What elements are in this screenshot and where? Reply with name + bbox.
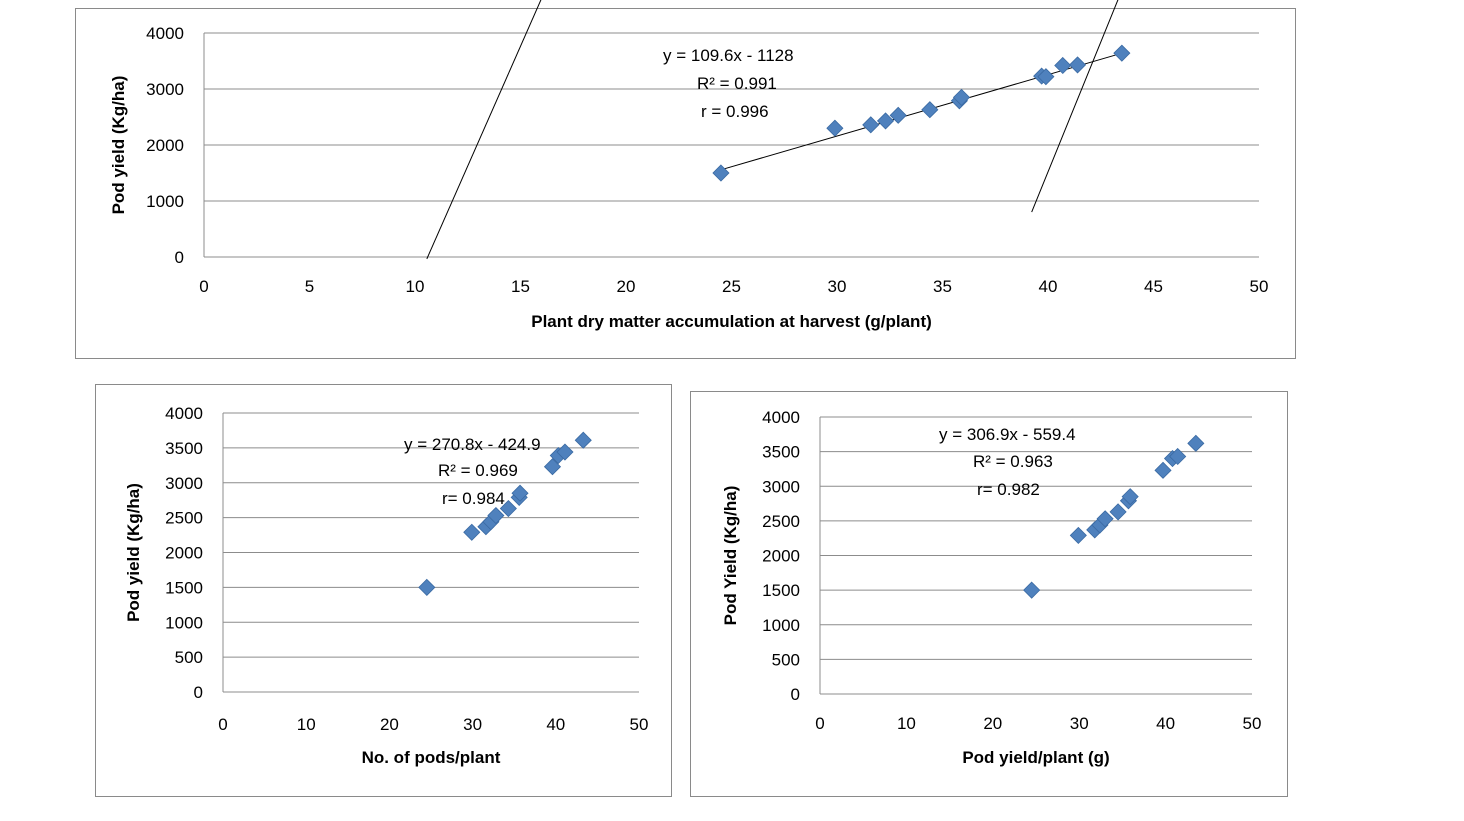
x-tick-label: 0 <box>199 277 208 296</box>
x-tick-label: 35 <box>933 277 952 296</box>
regression-annotation: y = 109.6x - 1128 <box>663 46 794 65</box>
x-tick-label: 20 <box>983 714 1002 733</box>
y-tick-label: 3500 <box>165 439 203 458</box>
regression-annotation: R² = 0.969 <box>438 461 518 480</box>
x-tick-label: 40 <box>546 715 565 734</box>
regression-annotation: R² = 0.991 <box>697 74 777 93</box>
y-tick-label: 3500 <box>762 443 800 462</box>
data-point <box>418 578 436 596</box>
x-tick-label: 25 <box>722 277 741 296</box>
regression-annotation: y = 306.9x - 559.4 <box>939 425 1076 444</box>
y-axis-title: Pod yield (Kg/ha) <box>109 76 128 215</box>
data-point <box>511 484 529 502</box>
data-point <box>1037 68 1055 86</box>
data-point <box>862 116 880 134</box>
chart-panel-pod-yield: 0 500 1000 1500 2000 2500 3000 3500 4000 0 10 20 30 4… <box>690 0 1288 797</box>
data-point <box>574 431 592 449</box>
y-tick-label: 2500 <box>165 509 203 528</box>
y-tick-label: 0 <box>791 685 800 704</box>
x-tick-label: 10 <box>406 277 425 296</box>
x-tick-label: 50 <box>630 715 649 734</box>
x-axis-title: Pod yield/plant (g) <box>962 748 1109 767</box>
data-point <box>1169 447 1187 466</box>
data-point <box>826 119 844 137</box>
x-tick-label: 40 <box>1039 277 1058 296</box>
x-tick-label: 10 <box>297 715 316 734</box>
data-point <box>1187 434 1205 452</box>
y-tick-label: 0 <box>194 683 203 702</box>
x-tick-label: 0 <box>815 714 824 733</box>
x-tick-label: 20 <box>617 277 636 296</box>
y-tick-label: 3000 <box>762 477 800 496</box>
x-tick-label: 45 <box>1144 277 1163 296</box>
x-axis-title: No. of pods/plant <box>362 748 501 767</box>
y-axis-title: Pod yield (Kg/ha) <box>124 483 143 622</box>
data-point <box>889 106 907 124</box>
data-point <box>712 164 730 182</box>
data-point <box>1068 56 1087 74</box>
x-tick-label: 50 <box>1243 714 1262 733</box>
trendline <box>720 52 1122 171</box>
y-tick-label: 500 <box>772 650 800 669</box>
y-tick-label: 3000 <box>146 80 184 99</box>
scatter-chart-dry-matter: 0 1000 2000 3000 4000 0 5 10 15 20 25 30 35 40 45 50 Pla… <box>109 24 1269 331</box>
data-point <box>1109 503 1127 521</box>
chart-panel-pods: 0 500 1000 1500 2000 2500 3000 3500 4000 0 10 20 30 4… <box>95 0 672 797</box>
data-point <box>952 88 971 106</box>
y-tick-label: 2500 <box>762 512 800 531</box>
y-tick-label: 0 <box>175 248 184 267</box>
x-tick-label: 30 <box>463 715 482 734</box>
data-point <box>499 499 517 518</box>
data-point <box>1121 488 1139 506</box>
x-tick-label: 15 <box>511 277 530 296</box>
trendline <box>1031 0 1119 213</box>
data-point <box>487 506 505 525</box>
y-tick-label: 2000 <box>165 544 203 563</box>
data-point <box>1023 581 1041 599</box>
x-tick-label: 10 <box>897 714 916 733</box>
regression-annotation: R² = 0.963 <box>973 452 1053 471</box>
y-tick-label: 2000 <box>762 547 800 566</box>
y-tick-label: 1000 <box>165 613 203 632</box>
scatter-chart-pod-yield: 0 500 1000 1500 2000 2500 3000 3500 4000 0 10 20 30 4… <box>721 0 1262 767</box>
y-tick-label: 1500 <box>165 578 203 597</box>
regression-annotation: r= 0.984 <box>442 489 505 508</box>
data-point <box>463 523 481 541</box>
data-point <box>876 112 895 130</box>
y-tick-label: 1500 <box>762 581 800 600</box>
y-tick-label: 3000 <box>165 474 203 493</box>
x-tick-label: 30 <box>1070 714 1089 733</box>
y-tick-label: 4000 <box>165 404 203 423</box>
regression-annotation: r = 0.996 <box>701 102 769 121</box>
y-tick-label: 4000 <box>762 408 800 427</box>
data-point <box>1154 461 1172 479</box>
y-tick-label: 1000 <box>762 616 800 635</box>
data-point <box>1113 44 1131 62</box>
y-tick-label: 2000 <box>146 136 184 155</box>
data-point <box>921 101 939 119</box>
data-point <box>543 458 562 476</box>
y-axis-title: Pod Yield (Kg/ha) <box>721 486 740 626</box>
x-tick-label: 50 <box>1250 277 1269 296</box>
trendline <box>426 0 542 260</box>
x-tick-label: 20 <box>380 715 399 734</box>
x-tick-label: 0 <box>218 715 227 734</box>
y-tick-label: 1000 <box>146 192 184 211</box>
data-point <box>1096 510 1114 528</box>
regression-annotation: r= 0.982 <box>977 480 1040 499</box>
data-point <box>556 443 574 461</box>
chart-panel-dry-matter: 0 1000 2000 3000 4000 0 5 10 15 20 25 30 35 40 45 50 Pla… <box>75 8 1296 359</box>
x-axis-title: Plant dry matter accumulation at harvest… <box>531 312 932 331</box>
data-point <box>1069 526 1087 544</box>
x-tick-label: 30 <box>828 277 847 296</box>
y-tick-label: 4000 <box>146 24 184 43</box>
x-tick-label: 40 <box>1156 714 1175 733</box>
regression-annotation: y = 270.8x - 424.9 <box>404 435 541 454</box>
y-tick-label: 500 <box>175 648 203 667</box>
x-tick-label: 5 <box>305 277 314 296</box>
data-point <box>1054 56 1072 75</box>
